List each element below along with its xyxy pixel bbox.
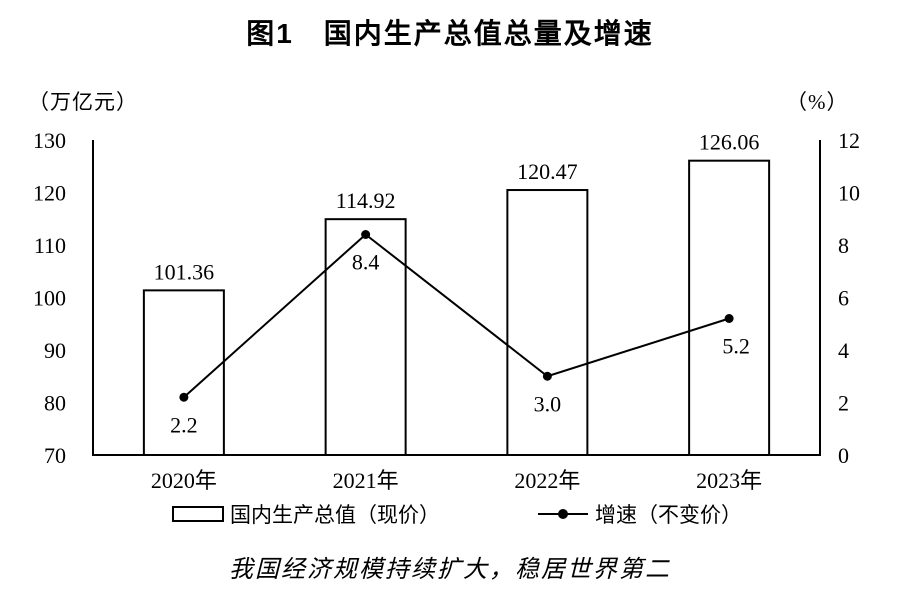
bar-value-label: 101.36 [154, 259, 215, 284]
right-axis-tick-label: 8 [838, 233, 849, 258]
chart-title: 图1 国内生产总值总量及增速 [246, 18, 654, 49]
gdp-bar [688, 159, 771, 456]
left-axis-tick-label: 90 [44, 338, 66, 363]
bar-swatch-icon [172, 506, 224, 522]
legend-gdp-label: 国内生产总值（现价） [230, 503, 440, 527]
bar-value-label: 126.06 [699, 130, 760, 155]
right-axis-tick-label: 6 [838, 286, 849, 311]
growth-point [542, 371, 552, 381]
x-axis-category-label: 2023年 [696, 468, 762, 493]
left-axis-tick-label: 130 [33, 128, 66, 153]
x-axis-category-label: 2022年 [514, 468, 580, 493]
bar-value-label: 114.92 [336, 188, 396, 213]
x-axis-category-label: 2021年 [333, 468, 399, 493]
growth-value-label: 5.2 [722, 334, 750, 359]
right-axis-tick-label: 12 [838, 128, 860, 153]
x-axis-category-label: 2020年 [151, 468, 217, 493]
left-axis-tick-label: 70 [44, 443, 66, 468]
growth-line [183, 233, 730, 398]
legend-item-gdp: 国内生产总值（现价） [172, 501, 440, 527]
legend-growth-label: 增速（不变价） [595, 503, 742, 527]
gdp-bar [506, 189, 589, 456]
figure-caption: 我国经济规模持续扩大，稳居世界第二 [229, 557, 671, 583]
growth-value-label: 3.0 [534, 391, 562, 416]
growth-point [179, 392, 189, 402]
left-axis-tick-label: 100 [33, 286, 66, 311]
growth-value-label: 8.4 [352, 250, 380, 275]
growth-value-label: 2.2 [170, 412, 198, 437]
right-axis-tick-label: 0 [838, 443, 849, 468]
line-swatch-icon [538, 509, 588, 519]
right-axis-unit-label: （%） [786, 90, 849, 114]
growth-point [361, 230, 371, 239]
left-axis-tick-label: 120 [33, 181, 66, 206]
right-axis-tick-label: 4 [838, 338, 849, 363]
left-axis-tick-label: 80 [44, 391, 66, 416]
right-axis-tick-label: 2 [838, 391, 849, 416]
left-axis-unit-label: （万亿元） [28, 90, 138, 114]
legend-item-growth: 增速（不变价） [538, 501, 742, 527]
bar-value-label: 120.47 [517, 159, 578, 184]
growth-point [724, 314, 734, 323]
right-axis-tick-label: 10 [838, 181, 860, 206]
left-axis-tick-label: 110 [34, 233, 66, 258]
